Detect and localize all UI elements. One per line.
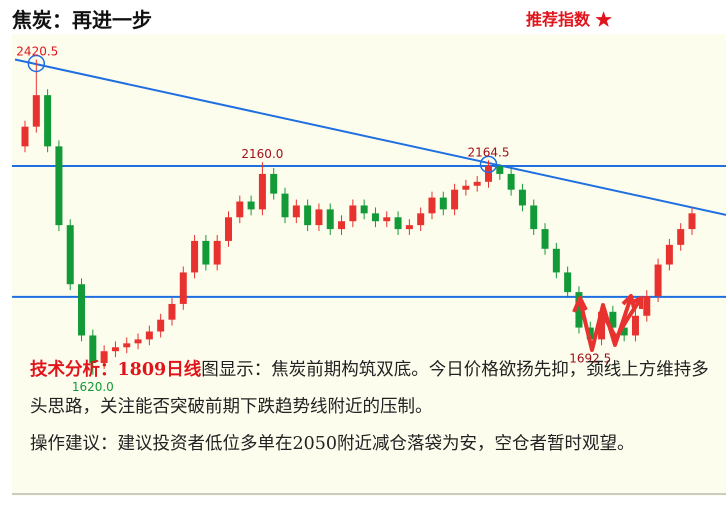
candle-body [236,201,244,218]
candle-body [270,173,278,194]
candle-body [349,205,357,222]
candle-body [552,248,560,273]
candle-body [145,331,153,340]
candle-body [485,166,493,182]
marks: 2420.5 2160.0 2164.5 1620.0 1692.5 [12,45,726,394]
rating: 推荐指数 ★ [526,10,612,29]
candle-body [100,351,108,364]
candle-body [598,311,606,340]
candle-body [304,205,312,226]
candle-body [21,126,29,147]
candle-body [123,343,131,348]
price-annotation: 1620.0 [72,380,114,394]
analysis-text: 图显示：焦炭前期构筑双底。今日价格欲扬先抑，颈线上方维持多头思路，关注能否突破前… [30,360,709,417]
candle-body [179,272,187,304]
candle-body [326,209,334,230]
candle-body [507,173,515,190]
candle-body [360,205,368,214]
candle-body [620,327,628,336]
candle-body [541,229,549,249]
trendline [14,58,726,216]
candle-body [66,225,74,285]
candle-body [654,264,662,297]
candle-body [394,217,402,230]
price-annotation: 2164.5 [468,145,510,159]
candle-body [168,303,176,320]
price-annotation: 1692.5 [569,351,611,365]
candle-body [462,185,470,190]
candle-body [281,193,289,218]
candle-body [32,95,40,127]
candle-body [643,296,651,316]
candle-body [631,315,639,336]
analysis-label: 技术分析： [30,360,118,380]
candle-body [383,217,391,222]
candle-body [665,244,673,265]
candle-body [247,201,255,210]
candle-body [564,272,572,293]
w-arrow-path [603,298,642,340]
candle-body [78,284,86,336]
candle-body [371,213,379,222]
analysis-paragraph: 技术分析：1809日线图显示：焦炭前期构筑双底。今日价格欲扬先抑，颈线上方维持多… [30,352,720,426]
contract: 1809日线 [117,360,202,380]
candle-body [473,181,481,186]
candle-body [451,189,459,210]
candle-body [55,146,63,226]
candle-body [157,319,165,332]
candle-body [224,217,232,241]
candle-body [258,173,266,210]
arrow-head [621,294,636,309]
candle-body [677,229,685,245]
w-arrows [572,294,643,352]
candle-body [586,327,594,340]
candle-body [111,347,119,352]
candle-body [44,95,52,147]
candle-body [575,292,583,328]
candle-body [496,166,504,174]
candle-body [439,197,447,210]
candle-body [202,240,210,265]
highlight-circle [479,155,498,174]
title: 焦炭：再进一步 [12,8,152,32]
candle-body [191,240,199,273]
advice: 操作建议：建议投资者低位多单在2050附近减仓落袋为安，空仓者暂时观望。 [30,434,635,454]
candle-body [518,189,526,206]
price-annotation: 2160.0 [241,147,283,161]
candle-body [338,221,346,230]
candle-body [292,205,300,218]
candle-body [428,197,436,214]
price-annotation: 2420.5 [16,45,58,59]
candle-body [688,213,696,230]
candle-body [89,335,97,364]
analysis: 技术分析：1809日线图显示：焦炭前期构筑双底。今日价格欲扬先抑，颈线上方维持多… [30,352,720,463]
candle-body [134,339,142,344]
highlight-circle [27,54,46,73]
arrow-head [572,296,588,313]
candle-body [213,240,221,265]
candle-body [315,209,323,226]
candle-body [530,205,538,230]
arrow-head [632,296,643,309]
candle-body [609,311,617,328]
plot-background [12,34,726,496]
candle-body [417,213,425,226]
candle-body [405,225,413,230]
